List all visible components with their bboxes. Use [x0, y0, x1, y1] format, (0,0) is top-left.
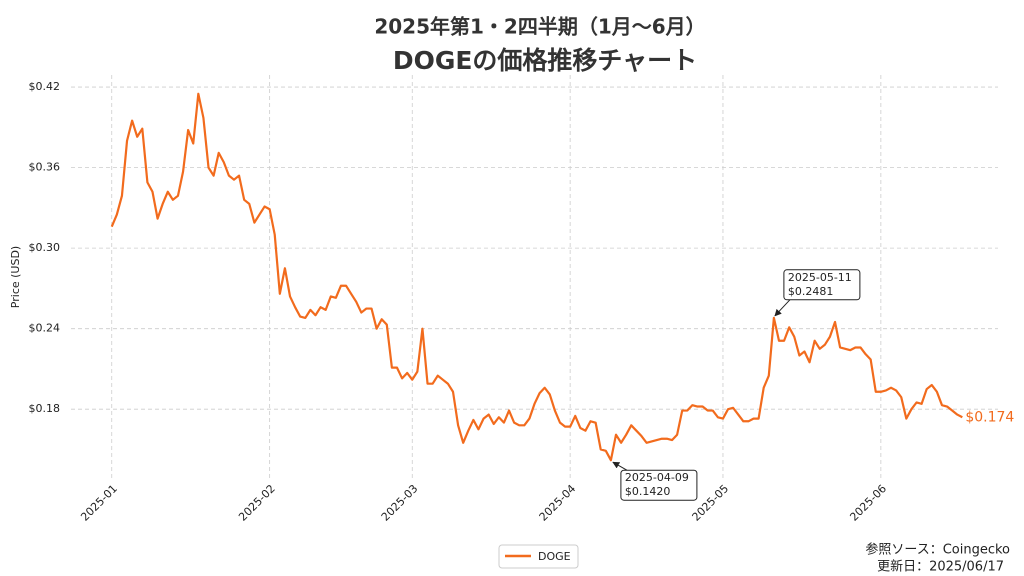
legend-label: DOGE — [538, 550, 571, 563]
annotation-box — [783, 269, 861, 301]
x-tick-label: 2025-02 — [236, 482, 278, 524]
annotation-price: $0.2481 — [788, 285, 834, 298]
y-tick-label: $0.24 — [29, 322, 61, 335]
legend: DOGE — [498, 544, 579, 569]
x-tick-label: 2025-04 — [537, 482, 579, 524]
y-tick-label: $0.18 — [29, 402, 61, 415]
y-tick-label: $0.30 — [29, 241, 61, 254]
annotation-date: 2025-05-11 — [788, 271, 852, 284]
legend-box — [498, 544, 579, 569]
x-tick-label: 2025-06 — [847, 482, 889, 524]
chart-title: 2025年第1・2四半期（1月〜6月） — [374, 15, 705, 39]
annotation-price: $0.1420 — [625, 485, 671, 498]
last-value-label: $0.174 — [965, 409, 1014, 425]
annotation-arrow — [612, 461, 628, 471]
y-axis-label: Price (USD) — [9, 246, 22, 308]
updated-note: 更新日：2025/06/17 — [877, 559, 1004, 575]
price-line — [110, 92, 963, 462]
x-tick-label: 2025-03 — [379, 482, 421, 524]
annotation-box — [620, 469, 698, 501]
y-tick-label: $0.36 — [29, 161, 61, 174]
y-tick-label: $0.42 — [29, 80, 61, 93]
chart-subtitle: DOGEの価格推移チャート — [393, 46, 697, 75]
source-note: 参照ソース：Coingecko — [865, 542, 1010, 558]
x-tick-label: 2025-01 — [78, 482, 120, 524]
annotation-date: 2025-04-09 — [625, 471, 689, 484]
annotation-arrow — [774, 299, 791, 317]
